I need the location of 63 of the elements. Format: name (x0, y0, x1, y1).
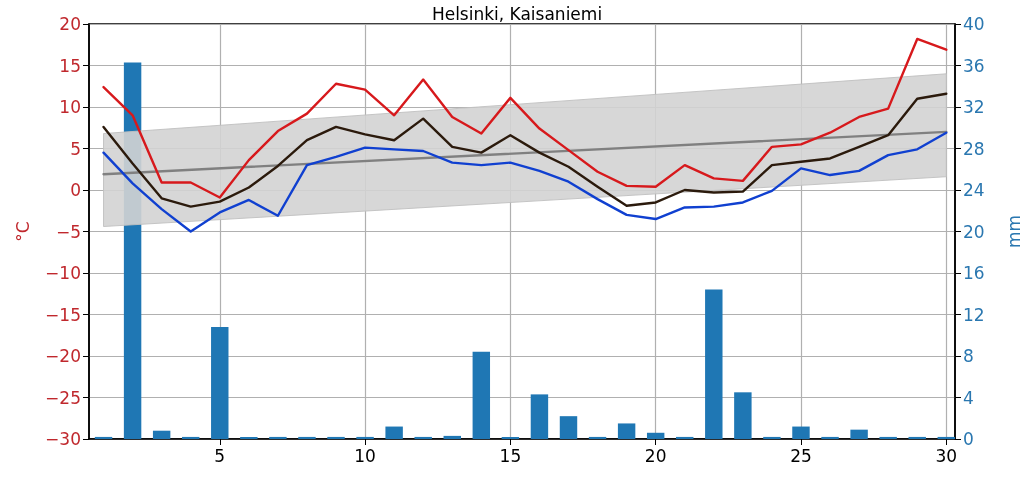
x-tick-label: 5 (214, 445, 226, 466)
bar (240, 436, 258, 439)
y2-tick-label: 36 (963, 55, 985, 76)
bar (617, 423, 636, 439)
chart-title: Helsinki, Kaisaniemi (431, 3, 603, 24)
y2-tick-label: 12 (963, 304, 985, 325)
y-tick-label: −15 (45, 304, 81, 325)
bar (443, 435, 461, 439)
y-tick-label: 0 (70, 180, 81, 200)
y-tick-label: 10 (59, 97, 81, 117)
line-series (102, 131, 948, 233)
y2-tick-label: 20 (963, 221, 985, 242)
bar (298, 436, 316, 439)
y2-tick-label: 4 (963, 387, 974, 408)
bar (763, 436, 781, 439)
y-tick-label: −5 (55, 221, 81, 242)
bar (588, 436, 607, 439)
bar (821, 436, 839, 439)
bar (414, 436, 432, 439)
y2-tick-label: 8 (963, 346, 974, 366)
x-tick-label: 10 (354, 445, 376, 466)
bar (327, 436, 345, 439)
y-tick-label: −25 (45, 387, 81, 408)
bar (94, 436, 113, 439)
bar (269, 436, 287, 439)
y-axis-title: °C (12, 221, 33, 242)
x-tick-label: 15 (499, 445, 522, 466)
y2-tick-label: 0 (963, 429, 974, 449)
y-tick-label: −10 (45, 263, 81, 283)
bar (211, 326, 229, 439)
bar (705, 289, 723, 439)
y2-axis-title: mm (1003, 214, 1024, 249)
bar (908, 436, 926, 439)
bar (559, 416, 578, 439)
bar (734, 392, 752, 439)
y-tick-label: 5 (70, 138, 81, 159)
y2-tick-label: 32 (963, 97, 985, 117)
y-tick-label: −20 (45, 346, 81, 366)
bar (646, 432, 665, 439)
bar (501, 436, 520, 439)
x-tick-label: 30 (935, 445, 958, 466)
bar (676, 436, 694, 439)
y-tick-label: 15 (59, 55, 81, 76)
bar (937, 436, 955, 439)
line-series (102, 92, 948, 208)
y-tick-label: −30 (45, 429, 81, 449)
bar (152, 430, 171, 439)
y2-tick-label: 16 (963, 263, 985, 283)
y-tick-label: 20 (59, 14, 81, 34)
y2-tick-label: 40 (963, 14, 985, 34)
bar (472, 351, 491, 439)
bar (181, 436, 200, 439)
y2-tick-label: 24 (963, 180, 985, 200)
x-tick-label: 25 (790, 445, 812, 466)
bar (356, 436, 374, 439)
bar (850, 429, 868, 439)
line-series (102, 37, 948, 199)
x-tick-label: 20 (644, 445, 667, 466)
bar (792, 426, 810, 439)
bar (530, 394, 549, 439)
y2-tick-label: 28 (963, 138, 985, 159)
bar (385, 426, 403, 439)
bar (879, 436, 897, 439)
